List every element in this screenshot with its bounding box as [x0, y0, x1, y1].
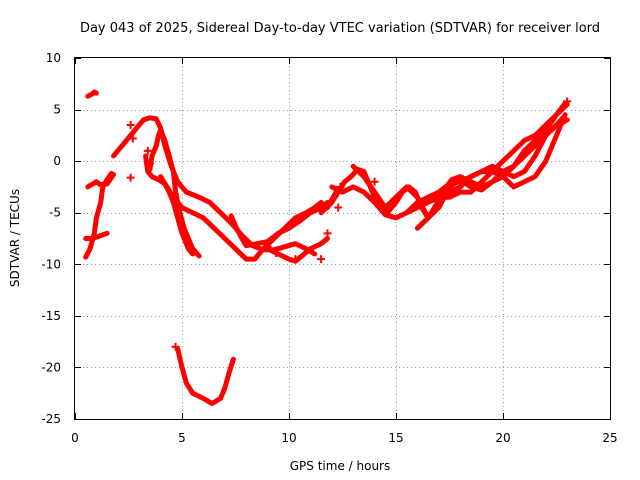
- plot-frame: [74, 57, 611, 420]
- y-tick-label: -15: [41, 309, 61, 323]
- series-arc-6: [143, 153, 196, 257]
- x-tick-label: 20: [495, 431, 510, 445]
- series-arc-2: [83, 171, 116, 260]
- plus-marker: [370, 177, 379, 186]
- x-tick-label: 25: [602, 431, 617, 445]
- plus-marker: [263, 242, 272, 251]
- series-arc-15: [414, 115, 566, 231]
- series-arc-8: [175, 346, 236, 406]
- y-tick-label: 0: [53, 154, 61, 168]
- x-tick-labels: 0 5 10 15 20 25: [71, 431, 617, 445]
- x-tick-label: 0: [71, 431, 79, 445]
- y-tick-label: -5: [49, 206, 61, 220]
- y-tick-labels: 10 5 0 -5 -10 -15 -20 -25: [41, 51, 61, 426]
- series-arc-9: [228, 199, 330, 249]
- series-arc-7: [158, 174, 339, 262]
- scattered-markers: [126, 97, 572, 351]
- series-arc-1: [85, 89, 99, 99]
- plus-marker: [126, 121, 135, 130]
- y-tick-label: -25: [41, 412, 61, 426]
- plus-marker: [563, 97, 572, 106]
- plus-marker: [143, 146, 152, 155]
- x-tick-label: 5: [178, 431, 186, 445]
- plus-marker: [323, 229, 332, 238]
- grid-lines: [75, 58, 610, 419]
- plus-marker: [561, 115, 570, 124]
- x-tick-label: 15: [388, 431, 403, 445]
- y-tick-label: 5: [53, 103, 61, 117]
- series-arc-4: [111, 115, 318, 257]
- y-axis-label: SDTVAR / TECUs: [8, 189, 22, 287]
- y-tick-label: -20: [41, 360, 61, 374]
- series-arc-3: [83, 230, 110, 241]
- plus-marker: [334, 203, 343, 212]
- plus-marker: [336, 182, 345, 191]
- series-arc-12: [329, 101, 570, 221]
- plus-marker: [317, 255, 326, 264]
- y-tick-label: -10: [41, 257, 61, 271]
- series-arc-5: [147, 127, 202, 259]
- chart-title: Day 043 of 2025, Sidereal Day-to-day VTE…: [80, 21, 600, 36]
- plus-marker: [145, 159, 154, 168]
- plus-marker: [272, 248, 281, 257]
- x-axis-label: GPS time / hours: [290, 459, 391, 473]
- data-series: [83, 89, 570, 406]
- axis-ticks: [75, 58, 611, 420]
- plus-marker: [128, 134, 137, 143]
- plus-marker: [171, 342, 180, 351]
- x-tick-label: 10: [281, 431, 296, 445]
- plus-marker: [126, 173, 135, 182]
- y-tick-label: 10: [46, 51, 61, 65]
- plus-marker: [291, 255, 300, 264]
